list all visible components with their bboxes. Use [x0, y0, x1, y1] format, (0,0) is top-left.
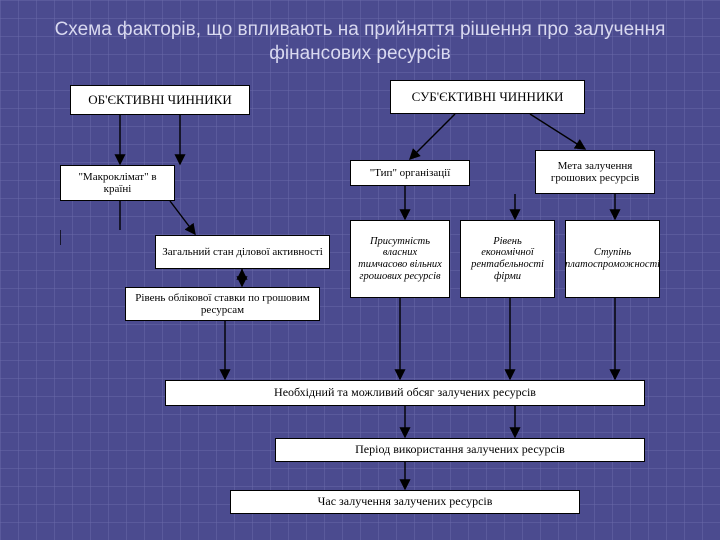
node-macro: "Макроклімат" в країні — [60, 165, 175, 201]
node-rent: Рівень економічної рентабельності фірми — [460, 220, 555, 298]
arrow — [170, 201, 195, 234]
arrow — [410, 114, 455, 159]
node-period: Період використання залучених ресурсів — [275, 438, 645, 462]
node-solv: Ступінь платоспроможності — [565, 220, 660, 298]
node-obj: ОБ'ЄКТИВНІ ЧИННИКИ — [70, 85, 250, 115]
node-vol: Необхідний та можливий обсяг залучених р… — [165, 380, 645, 406]
node-rate: Рівень облікової ставки по грошовим ресу… — [125, 287, 320, 321]
slide-title: Схема факторів, що впливають на прийнятт… — [0, 18, 720, 66]
node-type: "Тип" організації — [350, 160, 470, 186]
node-pres: Присутність власних тимчасово вільних гр… — [350, 220, 450, 298]
node-time: Час залучення залучених ресурсів — [230, 490, 580, 514]
node-subj: СУБ'ЄКТИВНІ ЧИННИКИ — [390, 80, 585, 114]
diagram-canvas: ОБ'ЄКТИВНІ ЧИННИКИ СУБ'ЄКТИВНІ ЧИННИКИ "Ма… — [60, 80, 680, 530]
node-act: Загальний стан ділової активності — [155, 235, 330, 269]
arrow — [530, 114, 585, 149]
node-goal: Мета залучення грошових ресурсів — [535, 150, 655, 194]
